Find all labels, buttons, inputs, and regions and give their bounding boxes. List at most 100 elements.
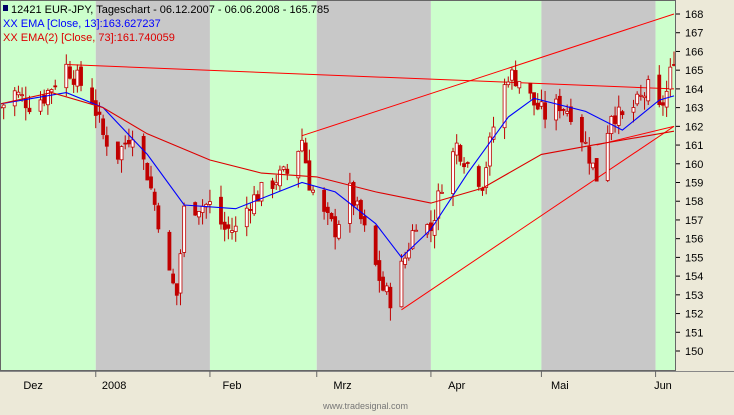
candle-body — [539, 101, 544, 107]
candle-body — [631, 107, 636, 113]
candle-body — [200, 205, 205, 213]
candle-body — [119, 146, 124, 161]
candle-body — [355, 200, 360, 206]
legend-ema73: XX EMA(2) [Close, 73]:161.740059 — [3, 32, 175, 44]
y-tick-label: 154 — [685, 271, 703, 283]
candle-body — [174, 283, 179, 296]
candle-body — [307, 160, 312, 191]
candle-body — [230, 230, 234, 233]
candle-body — [436, 190, 441, 219]
candle-body — [591, 162, 595, 169]
plot-border — [0, 0, 676, 371]
candle-body — [49, 89, 54, 93]
candle-body — [454, 142, 459, 156]
candle-body — [141, 136, 146, 160]
candle-body — [53, 85, 58, 88]
candle-body — [410, 230, 415, 250]
candle-body — [458, 145, 463, 162]
candle-body — [193, 202, 198, 216]
candle-body — [359, 200, 363, 220]
candle-body — [613, 115, 617, 124]
candle-body — [208, 201, 212, 205]
candle-body — [491, 126, 496, 140]
y-axis-panel — [676, 0, 734, 371]
candle-body — [620, 111, 625, 116]
month-band — [541, 0, 656, 371]
y-axis: 150 151 152 153 154 155 156 157 158 159 160 161 162 1… — [676, 9, 703, 358]
candle-body — [104, 135, 109, 147]
candle-body — [296, 150, 301, 179]
y-tick-label: 165 — [685, 65, 703, 77]
candle-body — [167, 231, 172, 271]
y-tick-label: 161 — [685, 140, 703, 152]
candle-body — [130, 139, 135, 148]
y-tick-label: 160 — [685, 159, 703, 171]
candle-body — [384, 285, 389, 293]
candle-body — [594, 158, 599, 182]
candle-body — [300, 139, 304, 152]
candle-body — [244, 207, 249, 228]
candle-body — [233, 225, 238, 232]
candle-body — [476, 166, 481, 187]
candle-body — [638, 94, 643, 97]
candle-body — [557, 95, 562, 112]
candle-body — [506, 81, 511, 86]
candle-body — [333, 216, 338, 238]
x-tick-label: Jun — [654, 380, 672, 392]
candle-body — [403, 257, 408, 265]
candle-body — [373, 225, 378, 265]
candle-body — [377, 260, 382, 281]
month-band — [0, 0, 96, 371]
candle-body — [1, 104, 6, 109]
y-tick-label: 166 — [685, 46, 703, 58]
candle-body — [561, 109, 566, 111]
ema13-line — [0, 92, 675, 259]
candle-body — [79, 66, 83, 86]
candle-body — [101, 118, 106, 135]
candle-body — [465, 162, 470, 164]
ema73-line — [0, 92, 675, 204]
candle-body — [219, 196, 223, 225]
candle-body — [616, 106, 621, 126]
candles — [0, 51, 676, 321]
y-tick-label: 151 — [685, 327, 703, 339]
legend-marker — [3, 5, 8, 11]
candle-body — [484, 167, 489, 188]
candle-body — [222, 221, 227, 230]
ema-lines — [0, 92, 675, 259]
candle-body — [336, 224, 341, 239]
x-tick-label: Apr — [448, 380, 465, 392]
x-tick-label: Mai — [551, 380, 569, 392]
candle-body — [68, 66, 72, 79]
x-axis: Dez 2008 Feb Mrz Apr Mai Jun — [23, 371, 672, 392]
candle-body — [425, 224, 430, 235]
candle-body — [64, 63, 69, 89]
candle-body — [451, 151, 455, 195]
candle-body — [583, 141, 588, 144]
candle-body — [587, 146, 592, 164]
candle-body — [145, 163, 150, 181]
candle-body — [440, 192, 444, 194]
candle-body — [325, 206, 330, 214]
candle-body — [661, 102, 665, 106]
x-axis-panel — [0, 371, 734, 415]
candle-body — [71, 78, 76, 85]
x-tick-label: Mrz — [333, 380, 351, 392]
candle-body — [252, 194, 257, 215]
candle-body — [668, 66, 673, 90]
x-tick-label: Feb — [223, 380, 242, 392]
candle-body — [399, 260, 404, 308]
candle-body — [554, 98, 559, 121]
candle-body — [381, 276, 385, 291]
candle-body — [226, 224, 231, 229]
candle-body — [278, 169, 282, 187]
candle-body — [462, 163, 466, 168]
y-tick-label: 155 — [685, 252, 703, 264]
candle-body — [97, 111, 102, 115]
candle-body — [285, 168, 290, 174]
y-tick-label: 158 — [685, 196, 703, 208]
candle-body — [664, 90, 669, 108]
candle-body — [259, 181, 264, 202]
month-band — [316, 0, 431, 371]
